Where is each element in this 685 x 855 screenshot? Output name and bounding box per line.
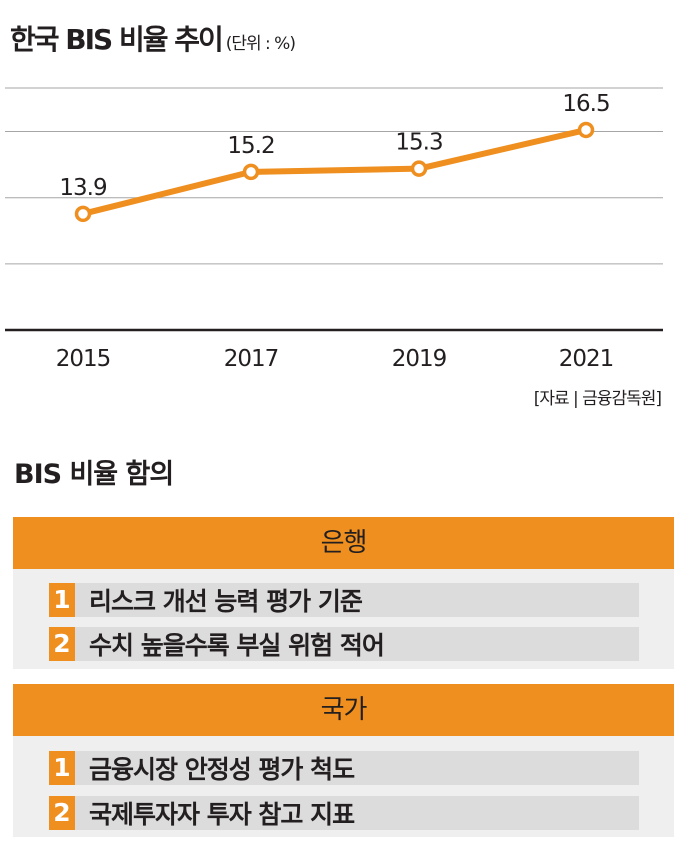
chart-unit: (단위 : %) [225, 34, 296, 54]
data-label-2015: 13.9 [59, 175, 107, 201]
number-badge: 1 [49, 751, 75, 785]
data-point-2017 [242, 163, 260, 181]
data-point-2019 [410, 160, 428, 177]
chart-title-text: 한국 BIS 비율 추이 [10, 23, 224, 56]
x-tick-label-2017: 2017 [224, 346, 279, 372]
data-point-2021 [577, 121, 595, 139]
x-tick-label-2019: 2019 [392, 346, 447, 372]
bank-item-1: 1 리스크 개선 능력 평가 기준 [49, 583, 639, 617]
group-header-nation: 국가 [13, 684, 674, 736]
item-text: 국제투자자 투자 참고 지표 [89, 800, 355, 829]
item-text: 리스크 개선 능력 평가 기준 [89, 587, 363, 616]
data-point-2015 [74, 205, 92, 223]
number-badge: 1 [49, 583, 75, 617]
section-title: BIS 비율 함의 [14, 459, 174, 490]
nation-item-2: 2 국제투자자 투자 참고 지표 [49, 796, 639, 830]
number-badge: 2 [49, 796, 75, 830]
group-header-bank: 은행 [13, 517, 674, 569]
data-label-2017: 15.2 [227, 133, 274, 159]
item-text: 수치 높을수록 부실 위험 적어 [89, 631, 385, 660]
series-line [80, 126, 589, 217]
group-nation: 국가 1 금융시장 안정성 평가 척도 2 국제투자자 투자 참고 지표 [13, 684, 674, 837]
x-tick-label-2015: 2015 [56, 346, 111, 372]
group-bank: 은행 1 리스크 개선 능력 평가 기준 2 수치 높을수록 부실 위험 적어 [13, 517, 674, 669]
source-note: [자료 | 금융감독원] [533, 389, 662, 409]
data-label-2019: 15.3 [395, 130, 442, 156]
line-chart: 13.9 2015 15.2 2017 15.3 2019 16.5 2021 [5, 87, 663, 372]
x-tick-label-2021: 2021 [559, 346, 614, 372]
item-text: 금융시장 안정성 평가 척도 [89, 755, 355, 784]
chart-title: 한국 BIS 비율 추이 (단위 : %) [10, 18, 296, 58]
nation-item-1: 1 금융시장 안정성 평가 척도 [49, 751, 639, 785]
data-label-2021: 16.5 [562, 91, 609, 117]
number-badge: 2 [49, 627, 75, 661]
bank-item-2: 2 수치 높을수록 부실 위험 적어 [49, 627, 639, 661]
